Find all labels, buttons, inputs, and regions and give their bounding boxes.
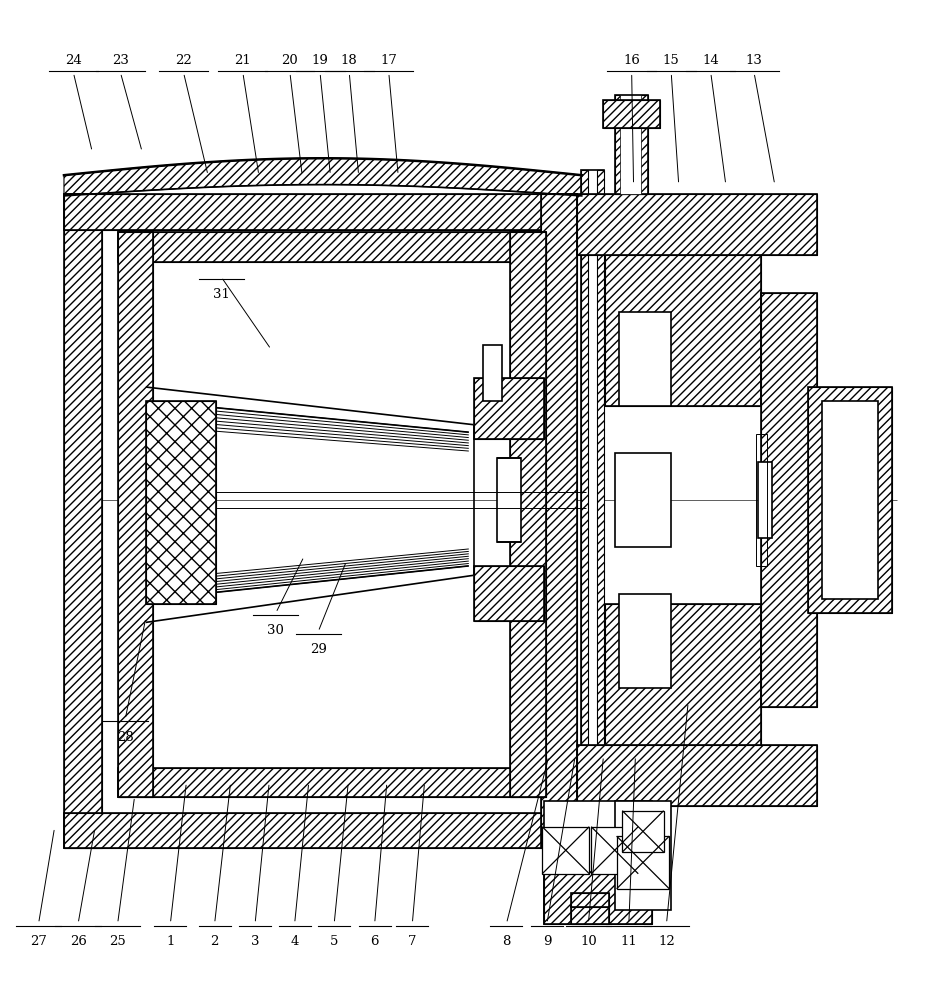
Bar [474, 566, 545, 621]
Bar [577, 745, 817, 806]
Bar [117, 232, 546, 262]
Bar [571, 905, 609, 924]
Text: 20: 20 [281, 54, 298, 67]
Bar [605, 208, 760, 406]
Bar [117, 232, 153, 797]
Text: 10: 10 [580, 935, 597, 948]
Text: 23: 23 [112, 54, 129, 67]
Text: 25: 25 [109, 935, 126, 948]
Text: 31: 31 [213, 288, 229, 301]
Text: 2: 2 [210, 935, 219, 948]
Text: 19: 19 [312, 54, 329, 67]
Bar [577, 194, 817, 255]
Text: 3: 3 [251, 935, 259, 948]
Bar [603, 100, 660, 128]
Text: 17: 17 [381, 54, 397, 67]
Bar [619, 312, 671, 406]
Text: 26: 26 [70, 935, 86, 948]
Bar [571, 905, 609, 924]
Text: 18: 18 [341, 54, 358, 67]
Text: 12: 12 [658, 935, 675, 948]
Bar [474, 378, 545, 439]
Bar [545, 872, 652, 924]
Text: 7: 7 [408, 935, 417, 948]
Text: 5: 5 [330, 935, 338, 948]
Bar [64, 194, 577, 230]
Bar [577, 745, 817, 806]
Bar [619, 594, 671, 688]
Bar [756, 434, 767, 566]
Bar [760, 293, 817, 707]
Bar [497, 458, 521, 542]
Text: 6: 6 [370, 935, 379, 948]
Bar [605, 208, 760, 406]
Bar [581, 170, 604, 848]
Bar [146, 401, 217, 604]
Text: 11: 11 [620, 935, 637, 948]
Text: 13: 13 [745, 54, 762, 67]
Bar [615, 95, 648, 194]
Bar [758, 462, 772, 538]
Text: 14: 14 [703, 54, 719, 67]
Bar [615, 453, 671, 547]
Bar [64, 813, 577, 848]
Bar [64, 813, 577, 848]
Bar [510, 232, 546, 797]
Text: 30: 30 [267, 624, 284, 637]
Bar [545, 872, 652, 924]
Bar [545, 801, 652, 924]
Text: 4: 4 [291, 935, 299, 948]
Bar [117, 232, 546, 262]
Bar [117, 232, 153, 797]
Bar [620, 95, 641, 194]
Bar [603, 100, 660, 128]
Bar [64, 194, 577, 230]
Bar [64, 194, 101, 848]
Bar [483, 345, 502, 401]
Bar [616, 836, 670, 889]
Polygon shape [64, 158, 581, 196]
Text: 9: 9 [543, 935, 551, 948]
Text: 15: 15 [663, 54, 680, 67]
Bar [543, 827, 589, 874]
Bar [591, 827, 638, 874]
Bar [542, 194, 577, 848]
Bar [117, 768, 546, 797]
Bar [605, 604, 760, 801]
Text: 24: 24 [65, 54, 81, 67]
Text: 16: 16 [623, 54, 640, 67]
Text: 1: 1 [166, 935, 174, 948]
Bar [760, 293, 817, 707]
Bar [577, 194, 817, 255]
Bar [146, 401, 217, 604]
Text: 8: 8 [502, 935, 510, 948]
Text: 28: 28 [116, 731, 134, 744]
Bar [510, 232, 546, 797]
Bar [615, 801, 671, 910]
Bar [117, 768, 546, 797]
Bar [597, 170, 604, 848]
Bar [581, 170, 588, 848]
Bar [615, 95, 648, 194]
Bar [808, 387, 892, 613]
Text: 22: 22 [175, 54, 192, 67]
Bar [808, 387, 892, 613]
Bar [474, 378, 545, 439]
Bar [622, 811, 664, 852]
Bar [542, 194, 577, 848]
Bar [64, 194, 101, 848]
Bar [571, 893, 609, 907]
Bar [571, 893, 609, 907]
Text: 21: 21 [235, 54, 251, 67]
Text: 27: 27 [30, 935, 47, 948]
Bar [822, 401, 878, 599]
Bar [605, 604, 760, 801]
Bar [474, 566, 545, 621]
Text: 29: 29 [310, 643, 327, 656]
